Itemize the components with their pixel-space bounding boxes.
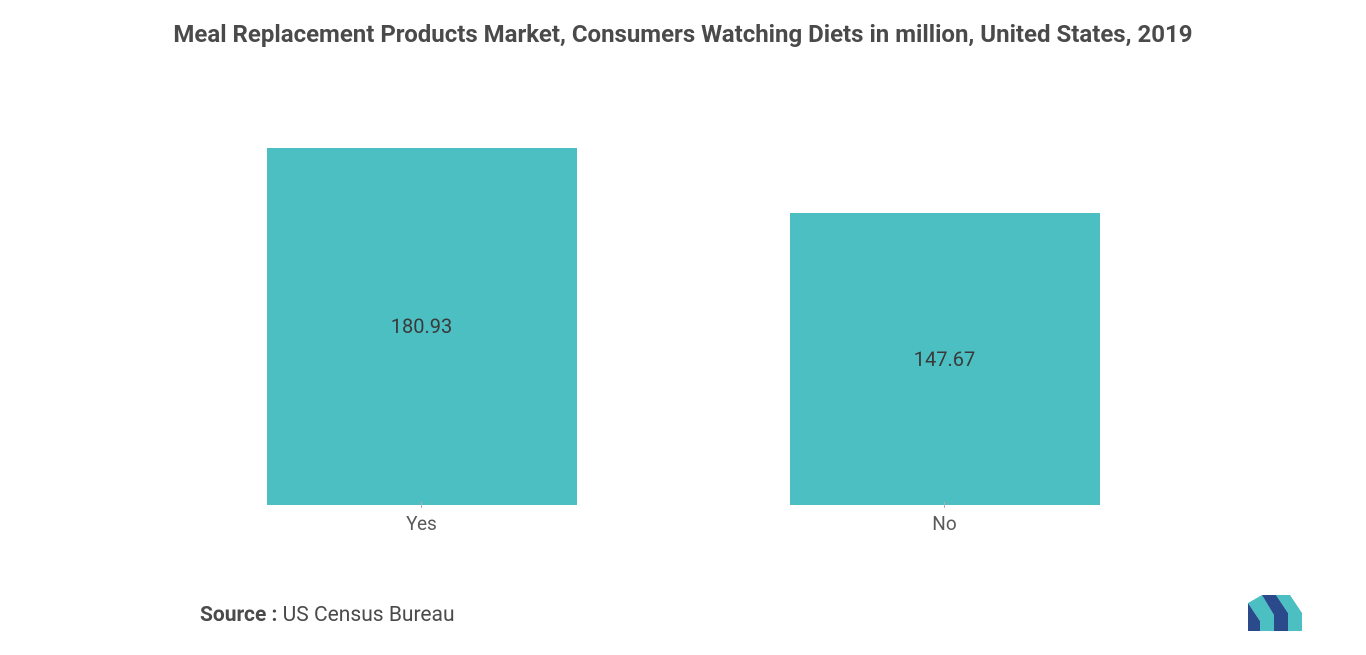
bar-yes: 180.93 — [267, 148, 577, 505]
bars-plot-area: 180.93 147.67 — [160, 110, 1206, 505]
tick-mark — [421, 502, 422, 508]
x-axis: Yes No — [160, 502, 1206, 535]
mordor-logo-icon — [1246, 593, 1306, 633]
bar-value-no: 147.67 — [914, 347, 975, 371]
x-label-wrapper-yes: Yes — [262, 502, 582, 535]
bar-no: 147.67 — [790, 213, 1100, 505]
x-label-yes: Yes — [406, 512, 437, 535]
bar-wrapper-yes: 180.93 — [262, 148, 582, 505]
bar-value-yes: 180.93 — [391, 314, 452, 338]
x-label-wrapper-no: No — [785, 502, 1105, 535]
chart-container: Meal Replacement Products Market, Consum… — [0, 0, 1366, 655]
source-label: Source : — [200, 603, 277, 627]
tick-mark — [944, 502, 945, 508]
source-text: US Census Bureau — [277, 603, 454, 627]
source-citation: Source : US Census Bureau — [200, 603, 455, 627]
bar-wrapper-no: 147.67 — [785, 213, 1105, 505]
chart-title: Meal Replacement Products Market, Consum… — [0, 0, 1366, 50]
x-label-no: No — [932, 512, 956, 535]
